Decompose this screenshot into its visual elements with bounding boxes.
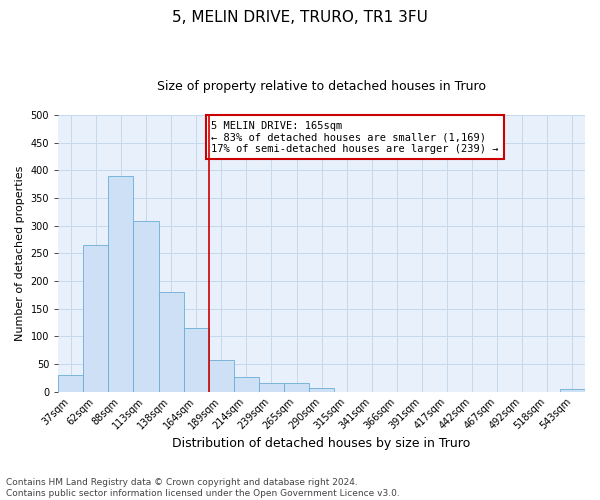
- Bar: [58, 375, 83, 392]
- Bar: [184, 328, 209, 392]
- Bar: [234, 376, 259, 392]
- Bar: [133, 221, 158, 392]
- Bar: [284, 383, 309, 392]
- Title: Size of property relative to detached houses in Truro: Size of property relative to detached ho…: [157, 80, 486, 93]
- Bar: [109, 176, 133, 392]
- Bar: [209, 360, 234, 392]
- Text: 5 MELIN DRIVE: 165sqm
← 83% of detached houses are smaller (1,169)
17% of semi-d: 5 MELIN DRIVE: 165sqm ← 83% of detached …: [211, 120, 499, 154]
- Bar: [560, 389, 585, 392]
- Bar: [83, 245, 109, 392]
- Y-axis label: Number of detached properties: Number of detached properties: [15, 166, 25, 341]
- Text: Contains HM Land Registry data © Crown copyright and database right 2024.
Contai: Contains HM Land Registry data © Crown c…: [6, 478, 400, 498]
- Text: 5, MELIN DRIVE, TRURO, TR1 3FU: 5, MELIN DRIVE, TRURO, TR1 3FU: [172, 10, 428, 25]
- Bar: [259, 383, 284, 392]
- Bar: [309, 388, 334, 392]
- X-axis label: Distribution of detached houses by size in Truro: Distribution of detached houses by size …: [172, 437, 471, 450]
- Bar: [158, 292, 184, 392]
